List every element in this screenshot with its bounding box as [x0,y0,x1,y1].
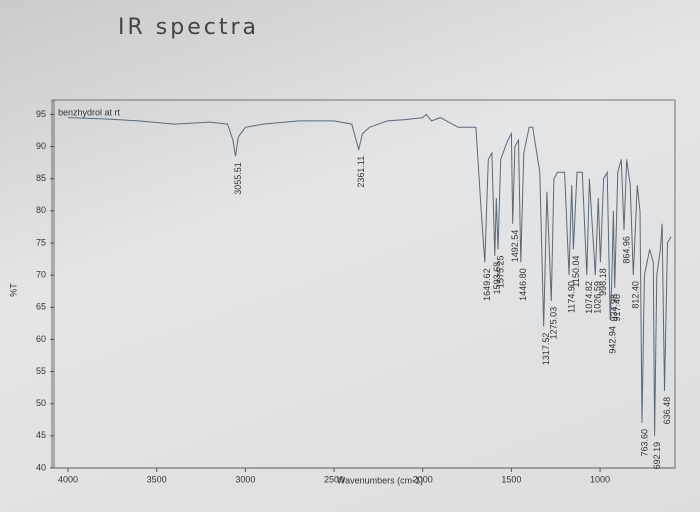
y-tick-label: 55 [36,366,46,376]
y-tick-label: 75 [36,237,46,247]
peak-label: 692.19 [652,442,662,470]
peak-label: 942.94 [608,326,618,354]
peak-label: 1026.59 [593,281,603,314]
y-tick-label: 85 [36,173,46,183]
peak-label: 763.60 [639,429,649,457]
x-tick-label: 1500 [501,474,521,484]
y-axis-label: %T [8,283,18,297]
peak-label: 1174.90 [566,281,576,313]
peak-label: 2361.11 [356,156,366,188]
y-tick-label: 80 [36,205,46,215]
peak-label: 998.18 [598,268,608,296]
peak-label: 1593.68 [492,262,502,295]
y-tick-label: 90 [36,141,46,151]
peak-label: 1649.62 [482,268,492,301]
peak-label: 1317.52 [541,333,551,366]
x-axis-label: Wavenumbers (cm-1) [337,475,423,485]
y-tick-label: 65 [36,302,46,312]
x-tick-label: 1000 [590,474,610,484]
peak-label: 812.40 [631,281,641,309]
peak-label: 3055.51 [233,162,243,195]
y-tick-label: 40 [36,462,46,472]
y-tick-label: 95 [36,109,46,119]
peak-label: 636.48 [662,397,672,425]
peak-label: 1150.04 [571,255,581,287]
legend-label: benzhydrol at rt [58,107,121,117]
peak-label: 1575.25 [495,255,505,288]
y-tick-label: 50 [36,398,46,408]
peak-label: 864.96 [621,236,631,264]
y-tick-label: 60 [36,334,46,344]
x-tick-label: 4000 [58,474,78,484]
plot-frame [51,99,676,469]
peak-label: 917.40 [612,294,622,322]
x-tick-label: 2500 [324,474,344,484]
y-tick-label: 45 [36,430,46,440]
x-tick-label: 2000 [413,474,433,484]
spectrum-line [67,113,672,436]
peak-label: 1446.80 [518,268,528,301]
chart-title: IR spectra [118,15,259,40]
peak-label: 934.98 [609,294,619,322]
peak-label: 1074.82 [584,281,594,314]
peak-label: 1275.03 [549,307,559,340]
x-tick-label: 3000 [235,474,255,484]
x-tick-label: 3500 [147,474,167,484]
y-tick-label: 70 [36,270,46,280]
peak-label: 1492.54 [510,230,520,263]
